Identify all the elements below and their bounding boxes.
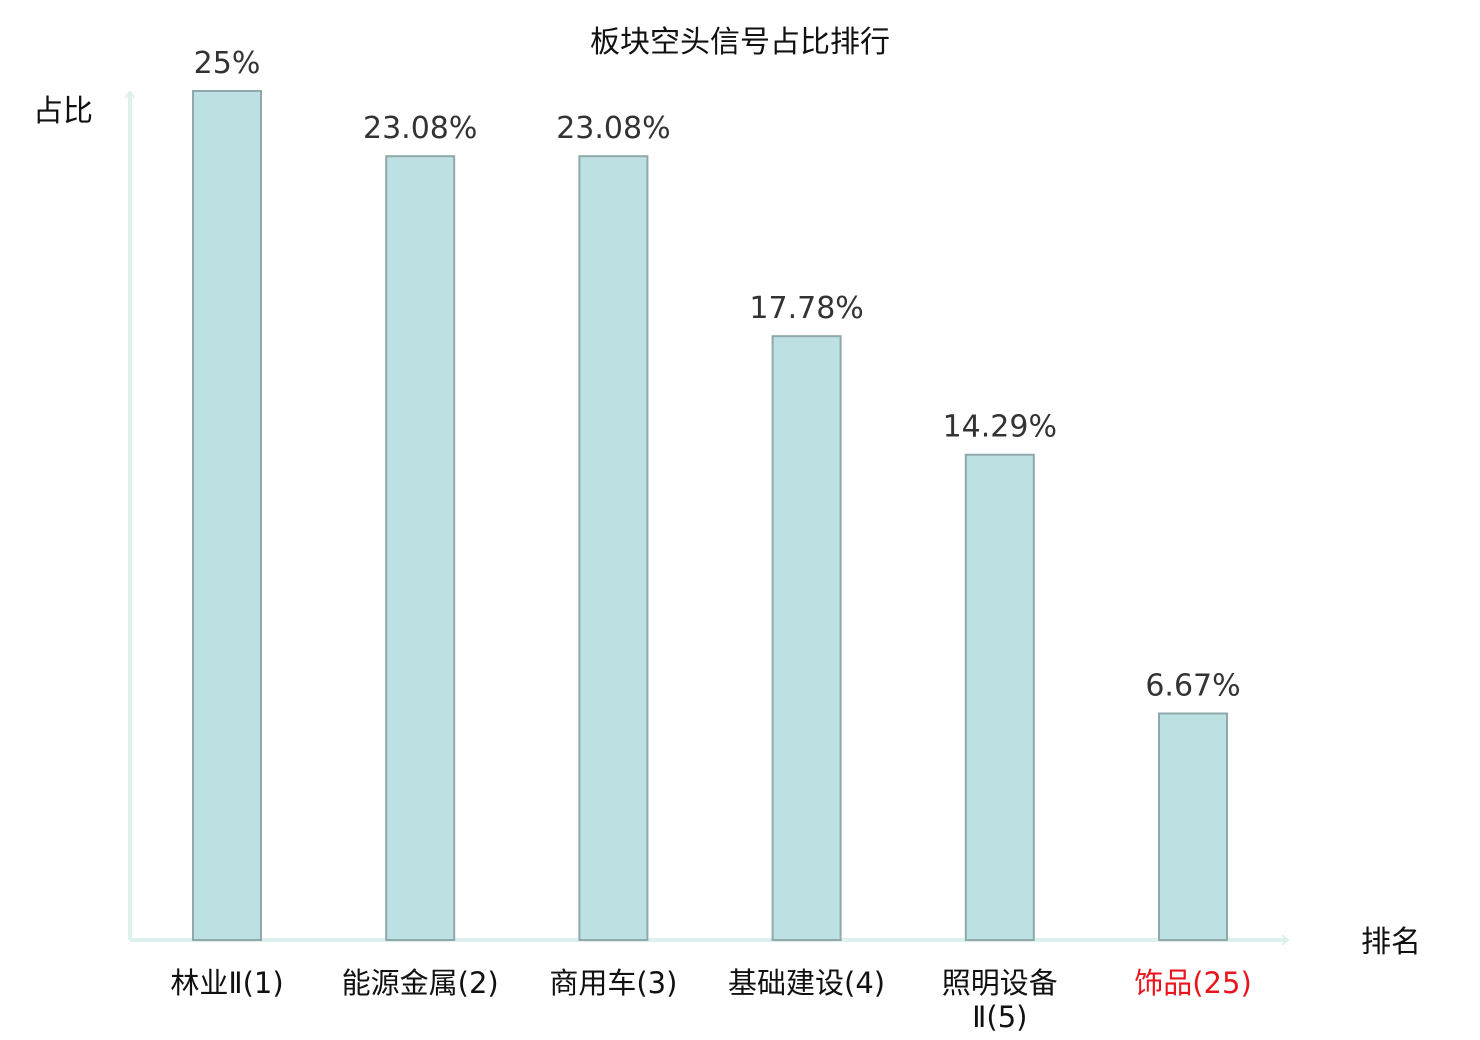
y-axis-label: 占比 <box>33 94 93 129</box>
x-tick-label: 林业Ⅱ(1) <box>170 966 283 1000</box>
x-tick-label: 基础建设(4) <box>728 966 885 1000</box>
x-tick-label: 能源金属(2) <box>342 966 499 1000</box>
x-tick-label-name: 照明设备 <box>942 966 1058 1000</box>
bar <box>771 335 842 941</box>
x-tick-label-name: 基础建设 <box>728 966 844 1000</box>
x-tick-label-name: 饰品 <box>1134 966 1192 1000</box>
data-label: 23.08% <box>556 111 670 146</box>
data-label: 23.08% <box>363 111 477 146</box>
x-axis-label: 排名 <box>1361 925 1421 960</box>
chart-title: 板块空头信号占比排行 <box>590 25 890 60</box>
x-tick-label-rank: (3) <box>636 966 677 1000</box>
x-tick-label-name: 能源金属 <box>342 966 458 1000</box>
data-label: 6.67% <box>1145 668 1240 703</box>
bar <box>1158 712 1228 942</box>
data-label: 25% <box>194 46 261 81</box>
value-labels-layer: 25% 23.08% 23.08% 17.78% 14.29% 6.67% <box>194 46 1241 703</box>
tick-labels-layer: 林业Ⅱ(1) 能源金属(2) 商用车(3) 基础建设(4) 照明设备 Ⅱ(5) 饰品(25) <box>170 966 1251 1034</box>
bars-layer <box>192 90 1228 942</box>
x-tick-label: 饰品(25) <box>1134 966 1252 1000</box>
x-tick-label-rank: (25) <box>1192 966 1252 1000</box>
data-label: 14.29% <box>943 410 1057 445</box>
x-tick-label: 商用车(3) <box>549 966 677 1000</box>
bar <box>578 155 649 942</box>
x-tick-label: 照明设备 Ⅱ(5) <box>942 966 1058 1034</box>
bar <box>964 453 1035 941</box>
x-tick-label-name: 林业Ⅱ <box>170 966 242 1000</box>
x-tick-label-name: 商用车 <box>549 966 636 1000</box>
x-tick-label-rank: (2) <box>458 966 499 1000</box>
x-tick-label-rank: (4) <box>844 966 885 1000</box>
bar <box>385 155 456 942</box>
x-tick-label-rank: (1) <box>243 966 284 1000</box>
data-label: 17.78% <box>749 291 863 326</box>
bar <box>192 90 262 941</box>
x-tick-label-rank: Ⅱ(5) <box>972 1000 1027 1034</box>
